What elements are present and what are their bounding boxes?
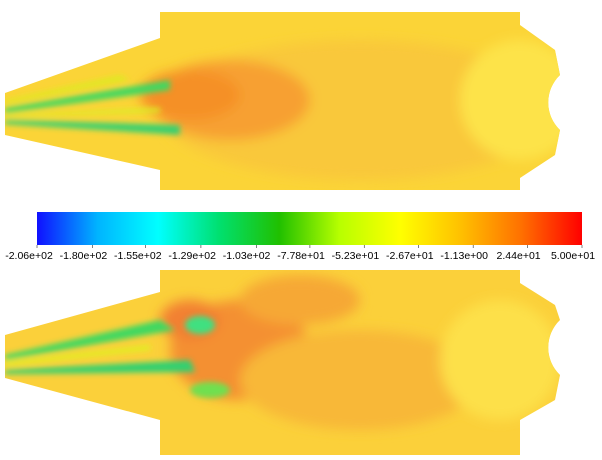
colorbar-tick-label: -1.03e+02 [223,250,271,262]
colorbar-tick-label: 2.44e+01 [497,250,541,262]
colorbar [37,212,582,245]
colorbar-tick-label: -2.06e+02 [5,250,53,262]
top-contour [0,0,602,200]
colorbar-tick-label: -1.29e+02 [168,250,216,262]
colorbar-tick-label: -1.80e+02 [60,250,108,262]
colorbar-tick-label: -1.13e+00 [440,250,488,262]
figure: -2.06e+02 -1.80e+02 -1.55e+02 -1.29e+02 -1.0… [0,0,602,460]
colorbar-tick-label: -1.55e+02 [114,250,162,262]
bottom-contour [0,260,602,460]
colorbar-tick-label: -2.67e+01 [386,250,434,262]
colorbar-tick-label: -7.78e+01 [277,250,325,262]
colorbar-tick-label: -5.23e+01 [332,250,380,262]
colorbar-tick-label: 5.00e+01 [551,250,595,262]
